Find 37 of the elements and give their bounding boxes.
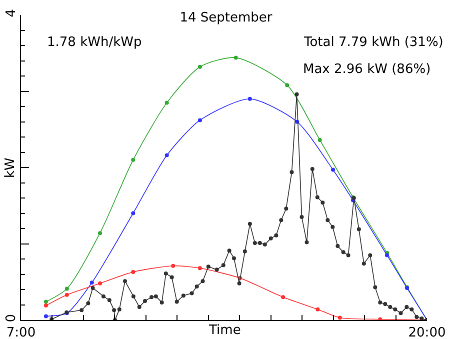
point [385,253,390,258]
point [171,264,176,268]
point [164,100,169,105]
annotation: 1.78 kWh/kWp [47,35,142,50]
y-tick-label: 4 [4,8,19,18]
point [285,83,290,88]
point [98,281,102,286]
x-axis-title: Time [208,323,241,338]
point [44,314,48,318]
annotation: Max 2.96 kW (86%) [303,62,431,77]
annotation: Total 7.79 kWh (31%) [303,35,444,50]
point [198,266,202,270]
point [131,270,136,274]
point [198,118,202,122]
point [64,286,69,291]
y-tick-label: 0 [4,314,19,322]
point [378,317,382,320]
point [131,158,136,162]
point [248,96,252,101]
point [198,64,202,69]
x-tick-label: 7:00 [6,326,36,339]
point [44,300,48,304]
point [44,304,48,308]
point [331,168,335,172]
point [318,138,322,142]
point [98,231,102,236]
point [164,153,169,158]
point [64,292,69,297]
chart-title: 14 September [180,10,273,26]
x-tick-label: 20:00 [408,326,446,339]
point [338,316,342,320]
point [234,56,238,60]
point [281,295,286,300]
point [90,280,94,285]
point [131,211,136,216]
point [316,307,320,312]
y-axis-title: kW [3,157,18,178]
